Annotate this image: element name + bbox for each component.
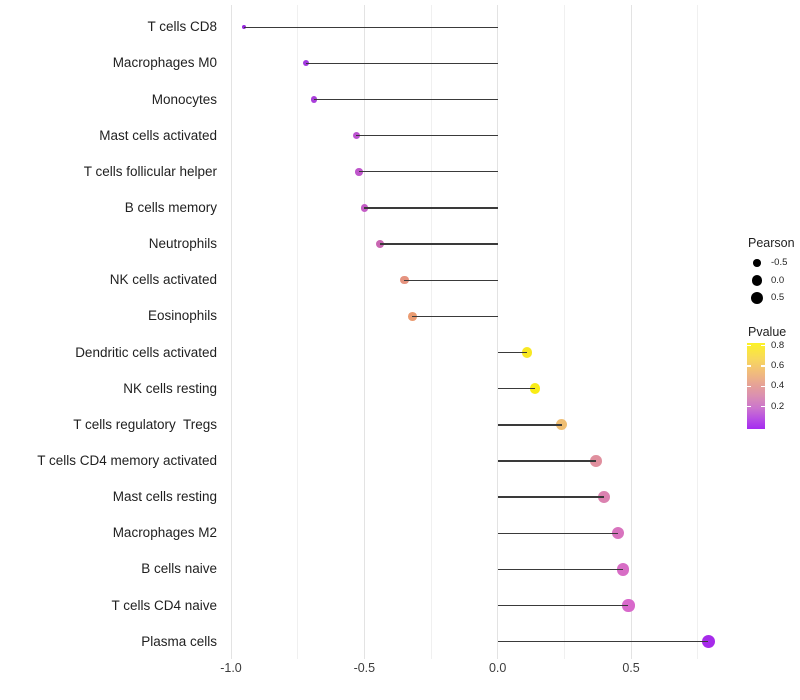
category-label: T cells regulatory Tregs: [73, 416, 217, 432]
lollipop-segment: [359, 171, 498, 173]
gridline-minor: [430, 5, 432, 659]
gridline-minor: [297, 5, 299, 659]
gridline-minor: [563, 5, 565, 659]
lollipop-segment: [244, 26, 498, 28]
legend-pvalue-tick-label: 0.2: [771, 400, 785, 412]
legend-size-label: -0.5: [771, 257, 788, 268]
lollipop-segment: [497, 532, 618, 534]
category-label: Neutrophils: [148, 236, 217, 252]
gridline-major: [363, 5, 365, 659]
lollipop-segment: [497, 604, 629, 607]
x-axis-tick-label: 0.5: [622, 661, 640, 675]
gridline-major: [230, 5, 232, 659]
lollipop-segment: [356, 134, 498, 137]
data-point-dot: [242, 25, 247, 30]
legend-pvalue-tick-label: 0.6: [771, 359, 785, 371]
data-point-dot: [310, 96, 317, 103]
category-label: B cells naive: [141, 561, 217, 577]
category-label: Monocytes: [151, 91, 217, 107]
x-axis-tick-label: 0.0: [488, 661, 507, 675]
category-label: T cells CD8: [147, 19, 217, 35]
data-point-dot: [360, 204, 369, 212]
category-label: Dendritic cells activated: [75, 344, 217, 360]
category-label: T cells CD4 memory activated: [37, 453, 217, 468]
lollipop-segment: [497, 460, 597, 462]
legend-size-label: 0.0: [771, 274, 785, 286]
legend-pvalue-tick-label: 0.8: [771, 339, 785, 351]
data-point-dot: [590, 455, 603, 467]
colorbar-tickmark: [761, 406, 765, 408]
gridline-major: [497, 5, 499, 659]
category-label: T cells follicular helper: [83, 163, 217, 179]
lollipop-segment: [412, 315, 498, 318]
data-point-dot: [302, 60, 309, 67]
legend-size-dot: [750, 292, 764, 305]
category-label: T cells CD4 naive: [111, 597, 217, 613]
data-point-dot: [352, 131, 361, 140]
colorbar-tickmark: [747, 385, 751, 387]
data-point-dot: [355, 168, 363, 176]
lollipop-segment: [497, 641, 709, 643]
category-label: Macrophages M0: [112, 55, 217, 71]
category-label: Eosinophils: [147, 308, 217, 324]
category-label: NK cells resting: [123, 380, 217, 396]
lollipop-segment: [313, 98, 498, 101]
lollipop-segment: [404, 279, 498, 281]
legend-pearson-title: Pearson: [748, 236, 795, 250]
pvalue-colorbar: [747, 343, 765, 429]
data-point-dot: [701, 635, 716, 649]
gridline-major: [630, 5, 632, 659]
lollipop-segment: [364, 207, 498, 209]
colorbar-tickmark: [747, 365, 751, 367]
x-axis-tick-label: -1.0: [220, 661, 242, 675]
data-point-dot: [521, 347, 533, 358]
data-point-dot: [529, 383, 541, 395]
data-point-dot: [598, 491, 611, 504]
lollipop-segment: [305, 62, 498, 65]
colorbar-tickmark: [761, 385, 765, 387]
category-label: Mast cells resting: [112, 489, 217, 505]
legend-size-dot: [751, 275, 763, 286]
lollipop-segment: [497, 351, 528, 354]
colorbar-tickmark: [761, 365, 765, 367]
legend-pvalue-tick-label: 0.4: [771, 380, 785, 392]
category-label: B cells memory: [124, 199, 217, 215]
data-point-dot: [622, 599, 635, 612]
gridline-minor: [697, 5, 699, 659]
data-point-dot: [556, 419, 568, 431]
data-point-dot: [616, 563, 630, 576]
legend-size-dot: [753, 259, 761, 267]
colorbar-tickmark: [761, 345, 765, 347]
legend-pvalue-title: Pvalue: [748, 325, 787, 339]
lollipop-segment: [497, 496, 605, 498]
category-label: Macrophages M2: [112, 525, 217, 541]
colorbar-tickmark: [747, 406, 751, 408]
category-label: NK cells activated: [109, 272, 217, 288]
lollipop-segment: [497, 388, 536, 390]
data-point-dot: [611, 527, 624, 540]
lollipop-segment: [380, 243, 498, 245]
legend-size-label: 0.5: [771, 292, 785, 304]
colorbar-tickmark: [747, 345, 751, 347]
category-label: Plasma cells: [141, 633, 217, 649]
x-axis-tick-label: -0.5: [353, 661, 376, 675]
lollipop-segment: [497, 424, 562, 426]
lollipop-segment: [497, 568, 624, 571]
category-label: Mast cells activated: [99, 127, 217, 143]
